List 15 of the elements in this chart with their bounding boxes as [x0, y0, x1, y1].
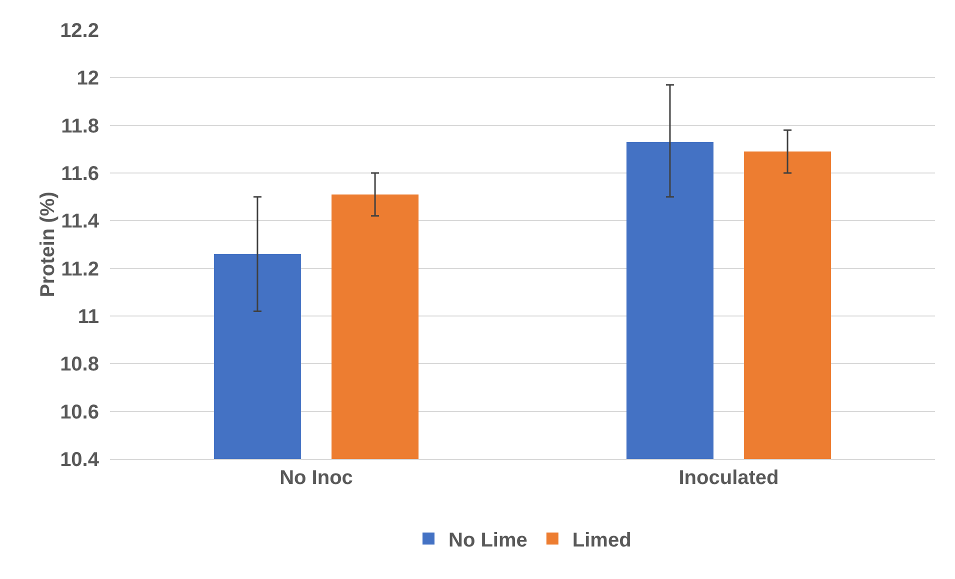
y-tick-label: 12	[76, 68, 99, 90]
legend-label: No Lime	[448, 529, 528, 552]
y-tick-label: 11.8	[61, 115, 99, 138]
y-axis-title: Protein (%)	[37, 192, 60, 298]
y-tick-label: 11.6	[61, 163, 99, 185]
legend-label: Limed	[572, 529, 632, 552]
x-tick-label: No Inoc	[280, 467, 353, 489]
y-tick-label: 10.8	[60, 354, 99, 376]
y-tick-label: 11.2	[61, 258, 99, 280]
y-tick-label: 11	[78, 306, 99, 328]
y-tick-label: 11.4	[61, 210, 100, 233]
x-tick-label: Inoculated	[678, 467, 779, 489]
y-tick-label: 10.4	[60, 449, 100, 471]
y-tick-label: 10.6	[60, 401, 99, 424]
y-tick-label: 12.2	[60, 20, 99, 42]
